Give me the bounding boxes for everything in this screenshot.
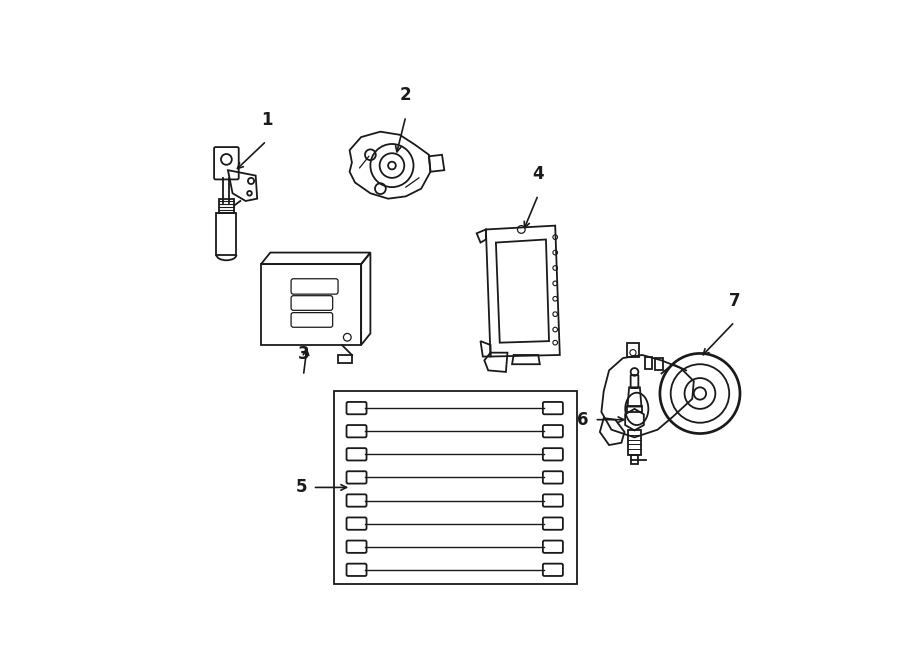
FancyBboxPatch shape bbox=[543, 564, 562, 576]
Bar bbox=[631, 455, 638, 464]
FancyBboxPatch shape bbox=[346, 564, 366, 576]
FancyBboxPatch shape bbox=[543, 402, 562, 414]
Text: 3: 3 bbox=[298, 346, 310, 364]
FancyBboxPatch shape bbox=[543, 448, 562, 461]
FancyBboxPatch shape bbox=[543, 541, 562, 553]
Bar bbox=[627, 430, 642, 455]
FancyBboxPatch shape bbox=[346, 402, 366, 414]
Bar bbox=[626, 342, 639, 356]
FancyBboxPatch shape bbox=[346, 448, 366, 461]
Bar bbox=[216, 213, 237, 255]
Bar bbox=[219, 199, 234, 213]
FancyBboxPatch shape bbox=[346, 471, 366, 484]
Text: 5: 5 bbox=[296, 479, 307, 496]
Bar bbox=[655, 358, 663, 370]
Bar bbox=[626, 406, 643, 412]
Text: 4: 4 bbox=[533, 165, 544, 182]
Text: 2: 2 bbox=[400, 86, 411, 104]
Bar bbox=[338, 355, 352, 363]
FancyBboxPatch shape bbox=[543, 471, 562, 484]
Text: 1: 1 bbox=[261, 110, 272, 129]
Bar bbox=[334, 391, 577, 584]
Bar bbox=[644, 356, 652, 369]
FancyBboxPatch shape bbox=[543, 425, 562, 438]
FancyBboxPatch shape bbox=[543, 518, 562, 529]
FancyBboxPatch shape bbox=[346, 518, 366, 529]
FancyBboxPatch shape bbox=[346, 425, 366, 438]
FancyBboxPatch shape bbox=[346, 494, 366, 507]
Text: 6: 6 bbox=[577, 410, 589, 429]
FancyBboxPatch shape bbox=[543, 494, 562, 507]
Text: 7: 7 bbox=[729, 292, 741, 309]
FancyBboxPatch shape bbox=[346, 541, 366, 553]
